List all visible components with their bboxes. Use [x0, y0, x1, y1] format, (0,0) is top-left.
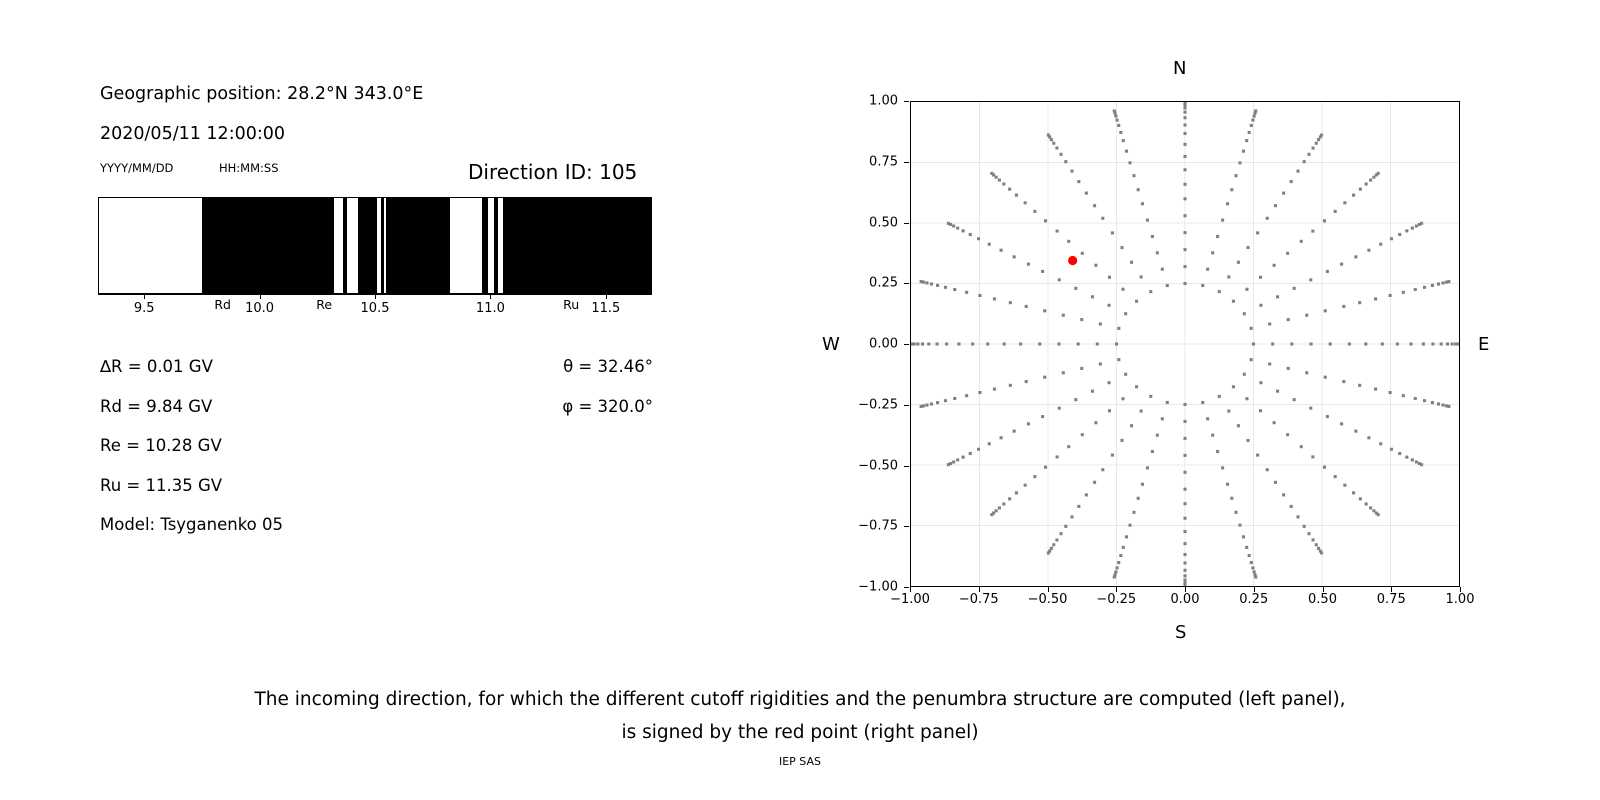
- y-axis-tick-mark: [904, 161, 909, 163]
- penumbra-forbidden-band: [482, 198, 488, 293]
- marker-arrow-shaft: [222, 264, 225, 294]
- figure-caption: The incoming direction, for which the di…: [0, 683, 1600, 749]
- parameter-phi: φ = 320.0°: [562, 396, 653, 416]
- y-axis-tick-mark: [904, 465, 909, 467]
- marker-arrow-shaft: [324, 264, 326, 294]
- y-axis-tick-label: 0.75: [869, 154, 898, 170]
- axis-tick-label: 11.0: [475, 301, 505, 316]
- penumbra-chart: [98, 197, 652, 294]
- y-axis-tick-mark: [904, 404, 909, 406]
- y-axis-tick-mark: [904, 101, 909, 102]
- scatter-svg: [911, 102, 1459, 586]
- axis-tick-label: 9.5: [133, 301, 155, 316]
- x-axis-tick-label: 1.00: [1445, 592, 1475, 607]
- marker-label: Rd: [214, 297, 231, 312]
- penumbra-forbidden-band: [493, 198, 499, 293]
- axis-tick: [259, 294, 261, 299]
- geographic-position-label: Geographic position: 28.2°N 343.0°E: [100, 84, 424, 104]
- penumbra-axis: 9.5 10.0 10.5 11.0 11.5 Rd Re Ru: [98, 263, 652, 354]
- compass-south-label: S: [1175, 622, 1187, 643]
- direction-id-label: Direction ID: 105: [468, 160, 638, 184]
- penumbra-forbidden-band: [502, 198, 651, 293]
- y-axis-tick-mark: [904, 283, 909, 285]
- compass-west-label: W: [822, 334, 840, 355]
- plot-gridlines: [911, 102, 1459, 586]
- x-axis-tick-label: 0.75: [1376, 592, 1406, 607]
- penumbra-forbidden-band: [386, 198, 450, 293]
- penumbra-forbidden-band: [380, 198, 385, 293]
- y-axis-tick-mark: [904, 526, 909, 528]
- penumbra-forbidden-band: [342, 198, 348, 293]
- y-axis-tick-label: −0.75: [858, 518, 898, 534]
- marker-arrow-head-icon: [219, 263, 228, 271]
- parameter-theta: θ = 32.46°: [563, 357, 653, 376]
- date-format-hint: YYYY/MM/DD: [100, 161, 174, 175]
- x-axis-tick-label: −0.50: [1027, 592, 1068, 607]
- caption-line-1: The incoming direction, for which the di…: [254, 689, 1346, 710]
- x-axis-tick-label: −1.00: [890, 592, 930, 607]
- x-axis-tick-label: −0.25: [1096, 592, 1137, 607]
- direction-scatter-plot: [910, 101, 1460, 587]
- x-axis-tick-mark: [978, 587, 980, 592]
- y-axis-tick-mark: [904, 222, 909, 224]
- compass-north-label: N: [1173, 58, 1187, 79]
- y-axis-tick-label: −1.00: [858, 579, 898, 595]
- parameter-model: Model: Tsyganenko 05: [100, 515, 284, 534]
- y-axis-tick-mark: [904, 587, 909, 588]
- y-axis-tick-label: 0.25: [869, 275, 898, 291]
- x-axis-tick-mark: [910, 587, 911, 592]
- x-axis-tick-mark: [1391, 587, 1393, 592]
- penumbra-forbidden-band: [357, 198, 378, 293]
- marker-label: Re: [316, 297, 333, 312]
- penumbra-bar: [98, 197, 652, 294]
- parameter-Rd: Rd = 9.84 GV: [100, 396, 213, 416]
- caption-line-2: is signed by the red point (right panel): [621, 722, 979, 743]
- y-axis-tick-label: −0.50: [858, 458, 898, 473]
- compass-east-label: E: [1478, 334, 1490, 355]
- axis-tick-label: 10.0: [245, 301, 275, 316]
- marker-arrow-head-icon: [567, 263, 576, 271]
- direction-points: [911, 102, 1459, 586]
- x-axis-tick-mark: [1253, 587, 1255, 592]
- x-axis-tick-label: 0.25: [1239, 592, 1269, 607]
- right-panel: N S W E −1.00 −0.75 −0.50 −0.25 0.00 0.25 0.50…: [800, 0, 1600, 660]
- left-panel: Geographic position: 28.2°N 343.0°E 2020…: [0, 0, 800, 660]
- marker-arrow-shaft: [571, 264, 573, 294]
- y-axis-tick-label: 0.00: [869, 336, 898, 352]
- axis-tick: [605, 294, 607, 299]
- x-axis-tick-label: 0.50: [1308, 592, 1337, 607]
- x-axis-tick-mark: [1322, 587, 1324, 592]
- time-format-hint: HH:MM:SS: [219, 161, 279, 175]
- marker-arrow-head-icon: [320, 263, 329, 271]
- axis-tick: [144, 294, 146, 299]
- y-axis-tick-label: 1.00: [869, 93, 898, 109]
- axis-tick-label: 11.5: [591, 301, 621, 316]
- datetime-label: 2020/05/11 12:00:00: [100, 124, 286, 144]
- x-axis-tick-label: −0.75: [958, 592, 999, 607]
- parameter-Re: Re = 10.28 GV: [100, 436, 222, 455]
- y-axis-tick-label: 0.50: [869, 215, 898, 230]
- axis-tick-label: 10.5: [360, 301, 390, 316]
- footer-attribution: IEP SAS: [778, 755, 822, 768]
- parameter-delta_R: ∆R = 0.01 GV: [100, 357, 213, 376]
- axis-tick: [375, 294, 376, 299]
- x-axis-tick-mark: [1047, 587, 1049, 592]
- penumbra-forbidden-band: [201, 198, 335, 293]
- x-axis-tick-label: 0.00: [1170, 592, 1200, 607]
- parameter-Ru: Ru = 11.35 GV: [100, 475, 223, 495]
- selected-direction-point: [1068, 255, 1078, 266]
- x-axis-tick-mark: [1116, 587, 1118, 592]
- marker-label: Ru: [563, 297, 580, 312]
- x-axis-tick-mark: [1185, 587, 1186, 592]
- y-axis-tick-mark: [904, 344, 909, 345]
- axis-tick: [490, 294, 492, 299]
- x-axis-tick-mark: [1460, 587, 1461, 592]
- y-axis-tick-label: −0.25: [858, 397, 898, 413]
